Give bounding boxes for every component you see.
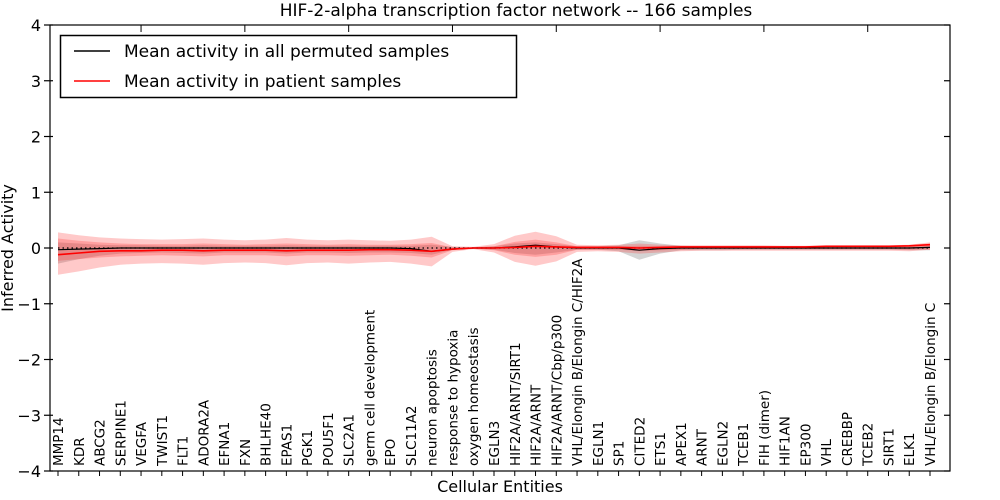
x-tick-label: EP300 bbox=[798, 424, 814, 466]
x-tick-label: FXN bbox=[238, 439, 254, 466]
legend-box bbox=[59, 34, 518, 99]
x-tick-label: ARNT bbox=[695, 428, 711, 466]
x-tick-label: VHL bbox=[819, 439, 835, 466]
x-tick-label: HIF1AN bbox=[778, 416, 794, 466]
x-tick-label: SP1 bbox=[612, 441, 628, 466]
x-tick-label: ETS1 bbox=[653, 432, 669, 466]
legend-permuted-label: Mean activity in all permuted samples bbox=[124, 42, 449, 62]
x-tick-label: KDR bbox=[72, 437, 88, 466]
patient-range-inner-band bbox=[58, 238, 930, 261]
patient-range-outer-band bbox=[58, 231, 930, 275]
x-tick-label: ABCG2 bbox=[93, 419, 109, 466]
x-tick-label: APEX1 bbox=[674, 422, 690, 466]
x-tick-label: HIF2A/ARNT/Cbp/p300 bbox=[549, 315, 565, 466]
x-tick-label: EGLN1 bbox=[591, 421, 607, 466]
y-axis-label: Inferred Activity bbox=[0, 184, 17, 312]
x-tick-label: SLC2A1 bbox=[342, 414, 358, 466]
x-tick-label: FLT1 bbox=[176, 436, 192, 466]
x-tick-label: SERPINE1 bbox=[113, 400, 129, 466]
x-tick-label: BHLHE40 bbox=[259, 403, 275, 466]
x-tick-label: TWIST1 bbox=[155, 415, 171, 467]
x-tick-label: EPO bbox=[383, 439, 399, 466]
x-tick-label: TCEB1 bbox=[736, 423, 752, 467]
x-tick-label: ELK1 bbox=[902, 433, 918, 467]
x-tick-label: EGLN3 bbox=[487, 421, 503, 466]
x-tick-label: SLC11A2 bbox=[404, 405, 420, 466]
x-tick-label: CITED2 bbox=[632, 417, 648, 466]
y-tick-label: −2 bbox=[17, 351, 41, 370]
x-tick-label: HIF2A/ARNT/SIRT1 bbox=[508, 342, 524, 466]
ticks-layer bbox=[44, 24, 950, 476]
y-tick-label: −4 bbox=[17, 462, 41, 481]
x-tick-label: FIH (dimer) bbox=[757, 390, 773, 466]
x-tick-label: MMP14 bbox=[51, 417, 67, 466]
x-tick-label: VEGFA bbox=[134, 421, 150, 466]
permuted-range-band bbox=[58, 240, 930, 264]
legend: Mean activity in all permuted samples Me… bbox=[59, 34, 518, 99]
x-tick-label: response to hypoxia bbox=[445, 330, 461, 466]
y-tick-label: 1 bbox=[31, 183, 41, 202]
y-tick-label: 2 bbox=[31, 128, 41, 147]
x-tick-labels: MMP14 KDR ABCG2 SERPINE1 VEGFA TWIST1 FLT1 ADOR… bbox=[51, 258, 939, 467]
chart-title: HIF-2-alpha transcription factor network… bbox=[280, 1, 753, 21]
bands-layer bbox=[58, 231, 930, 275]
x-tick-label: HIF2A/ARNT bbox=[529, 384, 545, 466]
x-tick-label: germ cell development bbox=[362, 310, 378, 466]
x-tick-label: CREBBP bbox=[840, 412, 856, 466]
y-tick-label: −3 bbox=[17, 406, 41, 425]
x-tick-label: EGLN2 bbox=[715, 421, 731, 466]
x-tick-label: SIRT1 bbox=[881, 428, 897, 466]
y-tick-label: 3 bbox=[31, 72, 41, 91]
series-layer bbox=[57, 243, 931, 256]
x-tick-label: VHL/Elongin B/Elongin C bbox=[923, 303, 939, 466]
x-tick-label: oxygen homeostasis bbox=[466, 328, 482, 467]
y-tick-label: 0 bbox=[31, 239, 41, 258]
x-tick-label: ADORA2A bbox=[196, 399, 212, 466]
x-tick-label: neuron apoptosis bbox=[425, 349, 441, 466]
x-tick-label: EPAS1 bbox=[279, 424, 295, 466]
y-tick-label: 4 bbox=[31, 16, 41, 35]
x-tick-label: POU5F1 bbox=[321, 412, 337, 466]
x-tick-label: VHL/Elongin B/Elongin C/HIF2A bbox=[570, 258, 586, 466]
y-tick-label: −1 bbox=[17, 295, 41, 314]
x-tick-label: EFNA1 bbox=[217, 422, 233, 466]
legend-patient-label: Mean activity in patient samples bbox=[124, 72, 401, 92]
x-tick-label: PGK1 bbox=[300, 430, 316, 466]
y-tick-labels: 4 3 2 1 0 −1 −2 −3 −4 bbox=[17, 16, 41, 481]
patient-mean-line bbox=[57, 243, 931, 256]
x-tick-label: TCEB2 bbox=[861, 423, 877, 467]
x-axis-label: Cellular Entities bbox=[437, 477, 563, 496]
